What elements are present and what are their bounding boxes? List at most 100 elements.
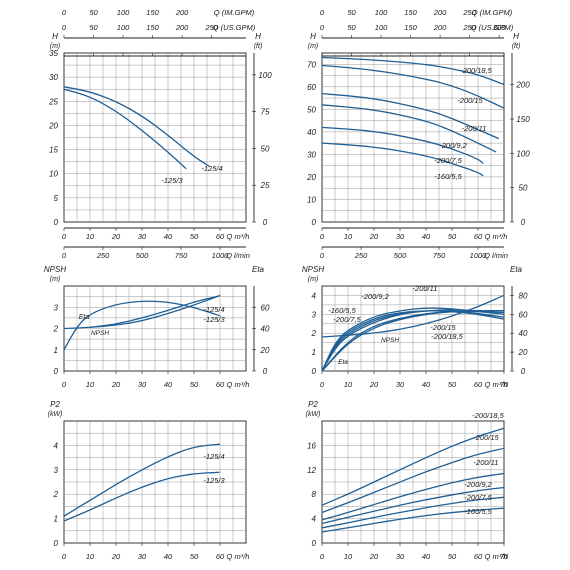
chart-power-small: 0 1 2 3 4 P2 (kW) 0 10 20 30 40 50 60 Q m³/h -125/4 -125… [48, 400, 250, 561]
bottom-axis-tick-label: 250 [96, 251, 110, 260]
series-line-160-5-5 [321, 310, 505, 372]
top-axis-tick-label: 200 [433, 8, 447, 17]
series-label: -200/18,5 [472, 411, 505, 420]
y-tick-label: 5 [54, 194, 59, 203]
y-tick-label: 0 [54, 367, 59, 376]
top-axis-tick-label: 200 [175, 23, 189, 32]
y-tick-label: 70 [307, 60, 316, 69]
y-tick-label: 0 [312, 539, 317, 548]
y2-tick-label: 100 [516, 149, 530, 158]
bottom-axis-tick-label: 0 [320, 380, 325, 389]
series-line-200-18-5 [321, 56, 505, 86]
top-axis-tick-label: 0 [62, 23, 67, 32]
y2-tick-label: 80 [519, 291, 528, 300]
y2-axis-title: H [255, 32, 261, 41]
top-axis-tick-label: 150 [404, 8, 417, 17]
bottom-axis-title: Q m³/h [227, 380, 250, 389]
y-tick-label: 4 [312, 515, 317, 524]
y-tick-label: 0 [312, 367, 317, 376]
bottom-axis-title: Q m³/h [227, 232, 250, 241]
bottom-axis-tick-label: 1000 [212, 251, 230, 260]
bottom-axis-tick-label: 500 [136, 251, 149, 260]
y-tick-label: 0 [312, 218, 317, 227]
bottom-axis-title: Q m³/h [227, 552, 250, 561]
y-tick-label: 2 [53, 325, 59, 334]
bottom-axis-tick-label: 40 [422, 380, 431, 389]
top-axis-title: Q (IM.GPM) [214, 8, 255, 17]
top-axis-tick-label: 0 [320, 8, 325, 17]
bottom-axis-tick-label: 30 [138, 232, 147, 241]
series-label: -200/15 [473, 433, 499, 442]
bottom-axis-tick-label: 60 [474, 552, 483, 561]
series-label: -160/5,5 [434, 172, 462, 181]
top-axis-tick-label: 250 [204, 23, 218, 32]
bottom-axis-tick-label: 60 [216, 232, 225, 241]
y-tick-label: 40 [307, 128, 316, 137]
series-label: -200/15 [430, 323, 456, 332]
bottom-axis-tick-label: 0 [320, 251, 325, 260]
series-label: -200/18,5 [431, 332, 464, 341]
series-line-125-3 [63, 471, 221, 522]
y2-tick-label: 20 [518, 348, 528, 357]
series-label: -160/5,5 [328, 306, 356, 315]
y2-tick-label: 40 [519, 329, 528, 338]
y2-axis-unit: (ft) [254, 43, 263, 50]
bottom-axis-tick-label: 60 [474, 232, 483, 241]
bottom-axis-tick-label: 750 [433, 251, 446, 260]
series-label: -200/9,2 [439, 141, 467, 150]
y-tick-label: 4 [312, 291, 317, 300]
bottom-axis-tick-label: 20 [111, 552, 121, 561]
series-line-200-15 [321, 447, 505, 514]
y2-tick-label: 0 [521, 367, 526, 376]
top-axis-tick-label: 50 [347, 23, 356, 32]
top-axis-tick-label: 250 [462, 8, 476, 17]
y-tick-label: 15 [49, 146, 58, 155]
series-label: -125/4 [203, 305, 224, 314]
y-tick-label: 8 [312, 490, 317, 499]
bottom-axis-tick-label: 40 [422, 232, 431, 241]
series-label: -125/4 [203, 452, 224, 461]
bottom-axis-tick-label: 0 [320, 232, 325, 241]
chart-npsh-large: 0 1 2 3 4 NPSH (m) 0 20 40 60 80 Eta 0 10 20 30 40 50 60 70Q… [302, 265, 528, 389]
y-axis-title: P2 [50, 400, 60, 409]
y-tick-label: 2 [311, 329, 317, 338]
bottom-axis-tick-label: 50 [190, 232, 199, 241]
top-axis-tick-label: 150 [146, 8, 159, 17]
bottom-axis-tick-label: 0 [62, 251, 67, 260]
y-tick-label: 10 [49, 170, 58, 179]
series-label: -200/18,5 [460, 66, 493, 75]
y2-tick-label: 25 [260, 181, 270, 190]
y-tick-label: 20 [48, 121, 58, 130]
series-line-200-9-2 [321, 104, 497, 153]
y2-tick-label: 100 [258, 71, 272, 80]
bottom-axis-tick-label: 20 [369, 552, 379, 561]
y-tick-label: 0 [54, 218, 59, 227]
y-axis-unit: (m) [308, 43, 319, 50]
bottom-axis-tick-label: 20 [111, 232, 121, 241]
bottom-axis-tick-label: 70 [500, 552, 509, 561]
series-label: -125/3 [161, 176, 183, 185]
series-label: -200/9,2 [464, 480, 492, 489]
series-line-200-7-5 [321, 126, 484, 165]
series-label: -200/7,5 [333, 315, 361, 324]
y2-axis-unit: (ft) [512, 43, 521, 50]
bottom-axis-tick-label: 10 [86, 232, 95, 241]
bottom-axis-tick-label: 10 [344, 232, 353, 241]
chart-power-large: 0 4 8 12 16 P2 (kW) 0 10 20 30 40 50 60 70Q m³/h -200/1… [306, 400, 509, 561]
bottom-axis-tick-label: 0 [62, 552, 67, 561]
top-axis-tick-label: 50 [347, 8, 356, 17]
bottom-axis-tick-label: 0 [62, 380, 67, 389]
bottom-axis-tick-label: 60 [216, 552, 225, 561]
top-axis-tick-label: 100 [375, 8, 388, 17]
eta-label: Eta [79, 314, 90, 321]
y-tick-label: 2 [53, 490, 59, 499]
bottom-axis-tick-label: 1000 [470, 251, 488, 260]
bottom-axis-tick-label: 70 [500, 380, 509, 389]
y-tick-label: 35 [49, 49, 58, 58]
bottom-axis-title: Q l/min [484, 251, 508, 260]
series-line-200-18-5 [321, 309, 504, 372]
bottom-axis-tick-label: 30 [396, 232, 405, 241]
